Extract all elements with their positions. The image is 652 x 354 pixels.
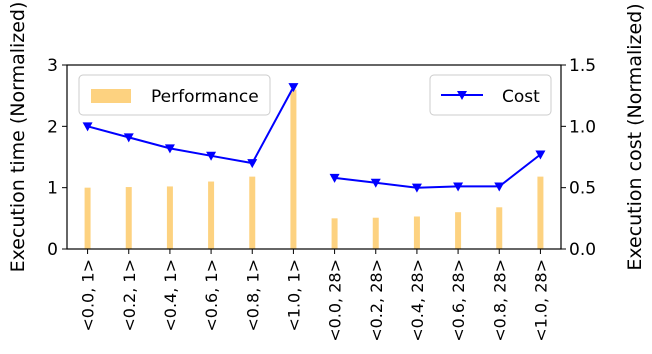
performance-bar xyxy=(290,89,297,250)
x-tick-label: <0.0, 28> xyxy=(326,259,345,342)
legend-marker-cost xyxy=(457,91,467,100)
y-tick-label-right: 1.5 xyxy=(569,56,596,76)
plot-frame xyxy=(66,64,562,250)
performance-bar xyxy=(249,176,256,249)
cost-marker xyxy=(82,122,93,132)
cost-marker xyxy=(247,159,258,169)
performance-bar xyxy=(331,218,338,249)
cost-marker xyxy=(164,144,175,154)
x-tick-label: <1.0, 1> xyxy=(284,259,303,332)
legend-box xyxy=(429,74,552,116)
performance-bar xyxy=(455,212,462,249)
cost-marker xyxy=(329,173,340,183)
cost-marker xyxy=(123,133,134,143)
cost-marker xyxy=(288,83,299,93)
cost-marker xyxy=(411,183,422,193)
legend-performance: Performance xyxy=(78,74,271,116)
y-tick-label-right: 1.0 xyxy=(569,117,596,137)
cost-marker xyxy=(494,182,505,192)
x-tick-label: <1.0, 28> xyxy=(531,259,550,342)
cost-line xyxy=(82,83,546,193)
ticks: 0 1 2 3 0.0 0.5 1.0 1.5 <0.0, 1> <0.2, 1> <0.4, 1>… xyxy=(47,56,596,342)
cost-line-segment xyxy=(87,86,295,165)
legend-box xyxy=(78,74,271,116)
performance-bar xyxy=(125,187,132,249)
x-tick-label: <0.2, 28> xyxy=(367,259,386,342)
x-tick-label: <0.6, 28> xyxy=(449,259,468,342)
performance-bar xyxy=(208,181,215,249)
y-axis-title-left: Execution time (Normalized) xyxy=(7,2,29,273)
cost-line-segment xyxy=(334,153,542,189)
performance-bars xyxy=(84,89,544,250)
x-tick-label: <0.2, 1> xyxy=(120,259,139,332)
x-tick-label: <0.0, 1> xyxy=(79,259,98,332)
y-tick-label-right: 0.0 xyxy=(569,240,596,260)
legend-cost: Cost xyxy=(429,74,552,116)
performance-bar xyxy=(413,216,420,249)
y-tick-label-left: 3 xyxy=(47,56,58,76)
y-tick-label-left: 0 xyxy=(47,240,58,260)
cost-marker xyxy=(370,178,381,188)
legend-label-performance: Performance xyxy=(151,87,259,107)
y-tick-label-left: 2 xyxy=(47,117,58,137)
x-tick-label: <0.4, 1> xyxy=(161,259,180,332)
legends: Performance Cost xyxy=(78,74,552,116)
cost-marker xyxy=(453,182,464,192)
y-axis-title-right: Execution cost (Normalized) xyxy=(624,3,646,270)
x-tick-label: <0.4, 28> xyxy=(408,259,427,342)
performance-bar xyxy=(537,176,544,249)
legend-label-cost: Cost xyxy=(502,87,540,107)
cost-marker xyxy=(535,150,546,160)
y-tick-label-right: 0.5 xyxy=(569,179,596,199)
performance-bar xyxy=(496,207,503,249)
performance-bar xyxy=(372,217,379,249)
x-tick-label: <0.8, 1> xyxy=(243,259,262,332)
performance-bar xyxy=(166,186,173,249)
axes: Execution time (Normalized) Execution cos… xyxy=(7,2,646,273)
x-tick-label: <0.8, 28> xyxy=(490,259,509,342)
performance-bar xyxy=(84,187,91,249)
y-tick-label-left: 1 xyxy=(47,179,58,199)
legend-swatch-performance xyxy=(91,89,131,103)
x-tick-label: <0.6, 1> xyxy=(202,259,221,332)
cost-marker xyxy=(206,151,217,161)
